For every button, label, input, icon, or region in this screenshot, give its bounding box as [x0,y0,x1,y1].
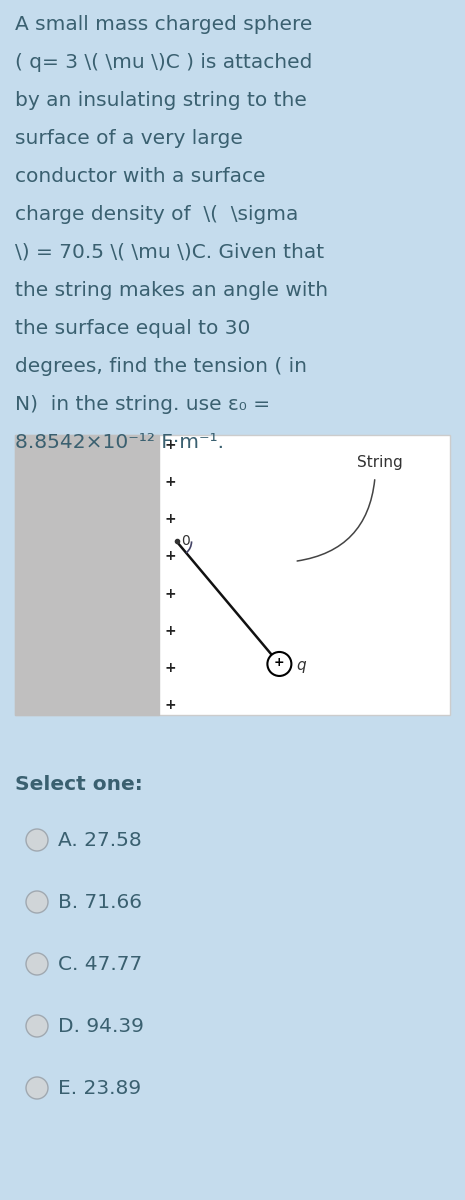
Text: +: + [274,656,285,670]
Text: A small mass charged sphere: A small mass charged sphere [15,14,312,34]
Circle shape [26,1078,48,1099]
Text: \) = 70.5 \( \mu \)C. Given that: \) = 70.5 \( \mu \)C. Given that [15,242,324,262]
Text: charge density of  \(  \sigma: charge density of \( \sigma [15,205,299,224]
Text: 8.8542×10⁻¹² F·m⁻¹.: 8.8542×10⁻¹² F·m⁻¹. [15,433,224,452]
Text: surface of a very large: surface of a very large [15,128,243,148]
Text: +: + [165,550,176,564]
Text: +: + [165,624,176,637]
Text: +: + [165,512,176,527]
Text: N)  in the string. use ε₀ =: N) in the string. use ε₀ = [15,395,270,414]
Text: B. 71.66: B. 71.66 [58,893,142,912]
Circle shape [26,890,48,913]
Text: +: + [165,438,176,452]
Bar [15,434,159,715]
Text: +: + [165,587,176,600]
Circle shape [26,829,48,851]
Text: E. 23.89: E. 23.89 [58,1079,141,1098]
Text: q: q [296,659,306,673]
Text: D. 94.39: D. 94.39 [58,1016,144,1036]
Text: +: + [165,698,176,712]
Text: 0: 0 [181,534,190,548]
Circle shape [26,1015,48,1037]
Text: the string makes an angle with: the string makes an angle with [15,281,328,300]
Text: String: String [357,456,403,470]
Text: the surface equal to 30: the surface equal to 30 [15,319,250,338]
Text: conductor with a surface: conductor with a surface [15,167,266,186]
Text: C. 47.77: C. 47.77 [58,954,142,973]
Text: +: + [165,661,176,674]
Circle shape [267,652,292,676]
Bar [15,434,450,715]
Text: degrees, find the tension ( in: degrees, find the tension ( in [15,358,307,376]
FancyArrowPatch shape [297,480,375,562]
Text: Select one:: Select one: [15,775,143,794]
Text: by an insulating string to the: by an insulating string to the [15,91,307,110]
Text: +: + [165,475,176,490]
Text: ( q= 3 \( \mu \)C ) is attached: ( q= 3 \( \mu \)C ) is attached [15,53,312,72]
Circle shape [26,953,48,974]
Text: A. 27.58: A. 27.58 [58,830,142,850]
